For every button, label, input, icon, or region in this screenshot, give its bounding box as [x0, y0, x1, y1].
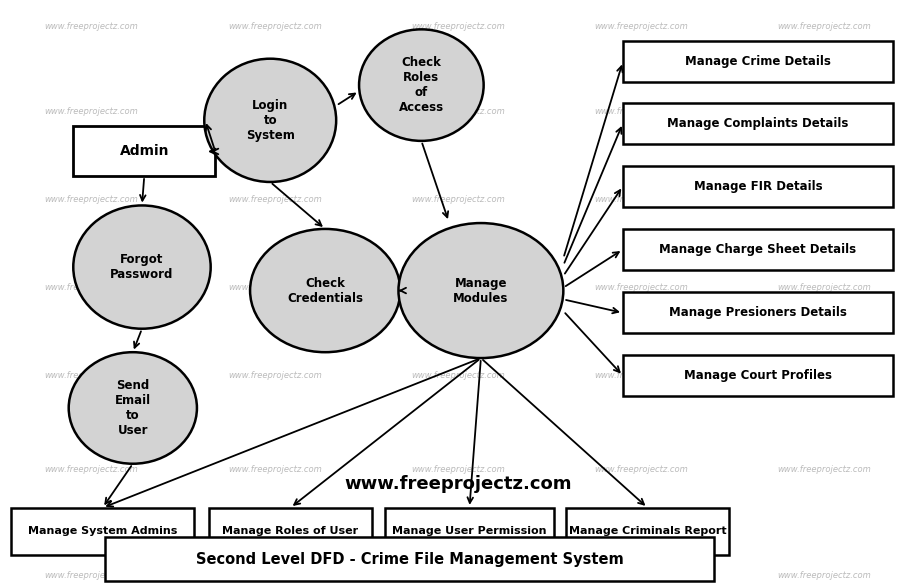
- Text: www.freeprojectz.com: www.freeprojectz.com: [228, 465, 322, 474]
- Text: www.freeprojectz.com: www.freeprojectz.com: [594, 22, 688, 31]
- Bar: [623, 41, 893, 82]
- Text: Manage Complaints Details: Manage Complaints Details: [667, 117, 849, 130]
- Text: Manage System Admins: Manage System Admins: [27, 526, 178, 537]
- Text: www.freeprojectz.com: www.freeprojectz.com: [778, 283, 871, 292]
- Text: Second Level DFD - Crime File Management System: Second Level DFD - Crime File Management…: [196, 552, 623, 567]
- Bar: [566, 508, 729, 555]
- Text: Manage Presioners Details: Manage Presioners Details: [669, 306, 847, 319]
- Text: Manage Crime Details: Manage Crime Details: [685, 55, 831, 68]
- Text: www.freeprojectz.com: www.freeprojectz.com: [344, 475, 572, 493]
- Bar: [209, 508, 372, 555]
- Text: Forgot
Password: Forgot Password: [110, 253, 174, 281]
- Text: www.freeprojectz.com: www.freeprojectz.com: [45, 283, 138, 292]
- Text: Admin: Admin: [119, 144, 169, 158]
- Text: Manage FIR Details: Manage FIR Details: [693, 180, 823, 193]
- Text: Manage Roles of User: Manage Roles of User: [223, 526, 358, 537]
- Ellipse shape: [73, 205, 211, 329]
- Ellipse shape: [204, 59, 336, 182]
- Bar: [73, 126, 215, 176]
- Bar: [11, 508, 194, 555]
- Text: www.freeprojectz.com: www.freeprojectz.com: [228, 371, 322, 380]
- Text: www.freeprojectz.com: www.freeprojectz.com: [411, 22, 505, 31]
- Text: www.freeprojectz.com: www.freeprojectz.com: [411, 283, 505, 292]
- Text: www.freeprojectz.com: www.freeprojectz.com: [45, 571, 138, 580]
- Text: www.freeprojectz.com: www.freeprojectz.com: [228, 107, 322, 116]
- Text: www.freeprojectz.com: www.freeprojectz.com: [45, 107, 138, 116]
- Text: www.freeprojectz.com: www.freeprojectz.com: [778, 195, 871, 204]
- Ellipse shape: [398, 223, 563, 358]
- Text: www.freeprojectz.com: www.freeprojectz.com: [594, 283, 688, 292]
- Text: www.freeprojectz.com: www.freeprojectz.com: [45, 371, 138, 380]
- Text: Check
Credentials: Check Credentials: [288, 276, 363, 305]
- Bar: [105, 537, 714, 581]
- Text: www.freeprojectz.com: www.freeprojectz.com: [411, 371, 505, 380]
- Text: Login
to
System: Login to System: [245, 99, 295, 142]
- Text: www.freeprojectz.com: www.freeprojectz.com: [778, 465, 871, 474]
- Text: www.freeprojectz.com: www.freeprojectz.com: [594, 107, 688, 116]
- Text: www.freeprojectz.com: www.freeprojectz.com: [778, 22, 871, 31]
- Ellipse shape: [69, 352, 197, 464]
- Text: www.freeprojectz.com: www.freeprojectz.com: [228, 195, 322, 204]
- Text: www.freeprojectz.com: www.freeprojectz.com: [45, 22, 138, 31]
- Ellipse shape: [250, 229, 400, 352]
- Text: www.freeprojectz.com: www.freeprojectz.com: [228, 571, 322, 580]
- Text: www.freeprojectz.com: www.freeprojectz.com: [594, 371, 688, 380]
- Text: www.freeprojectz.com: www.freeprojectz.com: [778, 107, 871, 116]
- Bar: [385, 508, 554, 555]
- Text: Check
Roles
of
Access: Check Roles of Access: [398, 56, 444, 114]
- Text: www.freeprojectz.com: www.freeprojectz.com: [228, 283, 322, 292]
- Text: Manage Criminals Report: Manage Criminals Report: [569, 526, 726, 537]
- Text: Send
Email
to
User: Send Email to User: [114, 379, 151, 437]
- Text: www.freeprojectz.com: www.freeprojectz.com: [594, 571, 688, 580]
- Text: Manage
Modules: Manage Modules: [453, 276, 508, 305]
- Text: www.freeprojectz.com: www.freeprojectz.com: [778, 571, 871, 580]
- Text: www.freeprojectz.com: www.freeprojectz.com: [778, 371, 871, 380]
- Text: www.freeprojectz.com: www.freeprojectz.com: [411, 107, 505, 116]
- Text: www.freeprojectz.com: www.freeprojectz.com: [594, 195, 688, 204]
- Bar: [623, 166, 893, 207]
- Bar: [623, 103, 893, 144]
- Text: www.freeprojectz.com: www.freeprojectz.com: [45, 465, 138, 474]
- Text: www.freeprojectz.com: www.freeprojectz.com: [411, 571, 505, 580]
- Text: Manage Court Profiles: Manage Court Profiles: [684, 369, 832, 382]
- Text: www.freeprojectz.com: www.freeprojectz.com: [45, 195, 138, 204]
- Bar: [623, 292, 893, 333]
- Bar: [623, 355, 893, 396]
- Text: Manage User Permission: Manage User Permission: [392, 526, 547, 537]
- Text: www.freeprojectz.com: www.freeprojectz.com: [411, 195, 505, 204]
- Text: www.freeprojectz.com: www.freeprojectz.com: [228, 22, 322, 31]
- Text: www.freeprojectz.com: www.freeprojectz.com: [594, 465, 688, 474]
- Ellipse shape: [359, 29, 484, 141]
- Bar: [623, 229, 893, 270]
- Text: Manage Charge Sheet Details: Manage Charge Sheet Details: [660, 243, 856, 256]
- Text: www.freeprojectz.com: www.freeprojectz.com: [411, 465, 505, 474]
